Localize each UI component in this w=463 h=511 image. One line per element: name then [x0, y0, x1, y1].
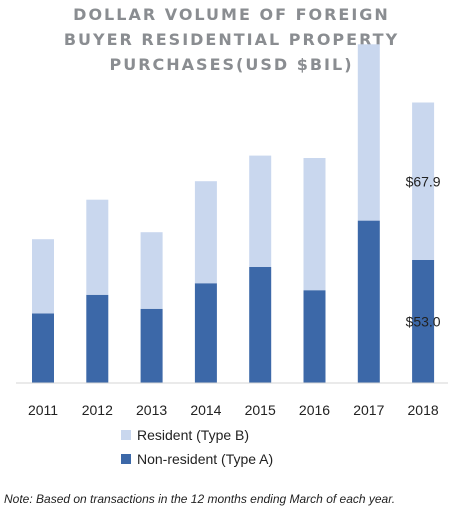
bar-non-resident-type-a-2017 — [357, 220, 380, 383]
bar-resident-type-b-2011 — [32, 239, 54, 314]
x-tick-label-2013: 2013 — [136, 402, 167, 418]
legend-swatch-resident — [121, 430, 131, 440]
bar-non-resident-type-a-2013 — [140, 308, 163, 383]
legend-item-resident: Resident (Type B) — [121, 425, 273, 445]
chart-title-line-3: PURCHASES(USD $BIL) — [109, 55, 354, 74]
footnote: Note: Based on transactions in the 12 mo… — [4, 492, 396, 506]
bar-resident-type-b-2012 — [86, 199, 109, 295]
legend-item-non-resident: Non-resident (Type A) — [121, 449, 273, 469]
bar-non-resident-type-a-2011 — [32, 313, 54, 383]
chart-title: DOLLAR VOLUME OF FOREIGN BUYER RESIDENTI… — [0, 2, 463, 77]
chart-title-line-2: BUYER RESIDENTIAL PROPERTY — [63, 30, 400, 49]
data-label-resident-type-b-2018: $67.9 — [406, 173, 441, 189]
bar-resident-type-b-2014 — [194, 181, 217, 284]
legend-label-non-resident: Non-resident (Type A) — [137, 451, 274, 467]
legend-swatch-non-resident — [121, 454, 131, 464]
chart-title-line-1: DOLLAR VOLUME OF FOREIGN — [73, 5, 390, 24]
x-tick-label-2011: 2011 — [28, 402, 58, 418]
bar-resident-type-b-2015 — [249, 155, 272, 267]
x-tick-label-2016: 2016 — [299, 402, 330, 418]
x-tick-label-2014: 2014 — [190, 402, 221, 418]
legend: Resident (Type B) Non-resident (Type A) — [121, 425, 273, 473]
bar-non-resident-type-a-2014 — [194, 283, 217, 383]
bar-non-resident-type-a-2016 — [303, 290, 326, 383]
bar-resident-type-b-2016 — [303, 158, 326, 291]
bar-non-resident-type-a-2018 — [412, 260, 435, 383]
bar-resident-type-b-2018 — [412, 102, 435, 260]
legend-label-resident: Resident (Type B) — [137, 427, 250, 443]
bar-non-resident-type-a-2015 — [249, 267, 272, 383]
bar-non-resident-type-a-2012 — [86, 294, 109, 383]
bar-resident-type-b-2013 — [140, 232, 163, 309]
bar-resident-type-b-2017 — [357, 44, 380, 221]
x-tick-label-2017: 2017 — [353, 402, 384, 418]
data-label-non-resident-type-a-2018: $53.0 — [406, 314, 441, 330]
bar-chart: 2011 2012 2013 2014 2015 2016 2017 2018 $67.9 $5… — [16, 44, 448, 418]
x-tick-label-2012: 2012 — [82, 402, 113, 418]
x-tick-label-2015: 2015 — [245, 402, 276, 418]
x-tick-label-2018: 2018 — [408, 402, 439, 418]
